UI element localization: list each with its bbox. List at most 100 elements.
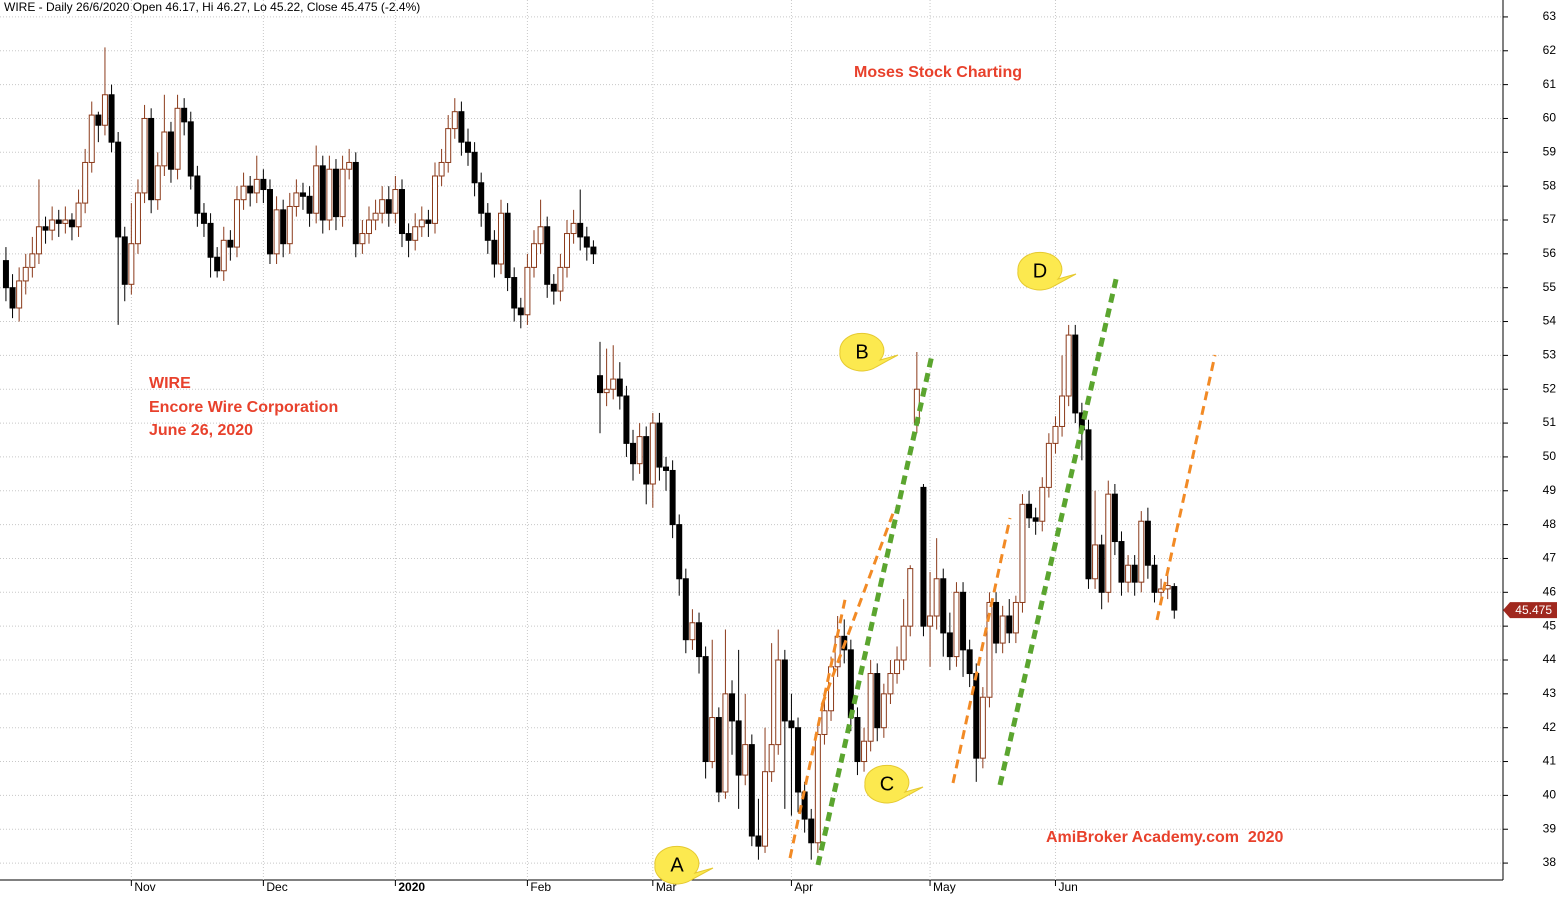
y-tick-label: 40 — [1543, 788, 1557, 802]
y-tick-label: 57 — [1543, 212, 1557, 226]
candle-body — [319, 165, 326, 221]
candle-body — [1065, 334, 1072, 397]
annotation: June 26, 2020 — [149, 422, 253, 439]
candle-body — [986, 601, 993, 698]
candle-body — [669, 469, 676, 526]
candle-body — [544, 226, 551, 285]
candle-body — [920, 486, 927, 627]
candle-body — [115, 141, 122, 238]
candle-body — [372, 212, 379, 221]
candle-body — [405, 233, 412, 241]
candle-body — [979, 696, 986, 759]
candle-body — [748, 744, 755, 837]
candle-body — [821, 710, 828, 735]
candle-body — [445, 128, 452, 163]
candle-body — [29, 253, 36, 268]
x-tick-label: Feb — [530, 880, 551, 894]
candle-body — [75, 202, 82, 228]
candle-body — [9, 287, 16, 309]
candle-body — [550, 283, 557, 292]
candle-body — [187, 121, 194, 177]
candle-body — [933, 578, 940, 617]
candle-body — [867, 673, 874, 742]
trend-line — [820, 507, 897, 706]
candle-body — [431, 175, 438, 224]
callout-label: C — [880, 773, 894, 795]
candle-body — [709, 717, 716, 763]
candle-body — [471, 151, 478, 184]
y-tick-label: 44 — [1543, 652, 1557, 666]
candle-body — [227, 239, 234, 248]
trend-line — [815, 354, 935, 866]
y-tick-label: 58 — [1543, 178, 1557, 192]
callout-label: A — [670, 854, 684, 876]
candle-body — [55, 219, 62, 224]
annotation: AmiBroker Academy.com 2020 — [1046, 829, 1284, 846]
candle-body — [729, 693, 736, 722]
candle-body — [451, 111, 458, 130]
candle-body — [491, 239, 498, 265]
candle-body — [1039, 486, 1046, 522]
y-tick-label: 60 — [1543, 111, 1557, 125]
candle-body — [398, 189, 405, 235]
candle-body — [656, 422, 663, 468]
candle-body — [141, 117, 148, 194]
y-tick-label: 55 — [1543, 280, 1557, 294]
candle-body — [1006, 615, 1013, 634]
candle-body — [1072, 334, 1079, 414]
candle-body — [1026, 503, 1033, 519]
candle-body — [280, 209, 287, 245]
candle-body — [498, 212, 504, 265]
candle-body — [907, 568, 914, 627]
candle-body — [696, 622, 703, 658]
candle-body — [161, 131, 168, 167]
candle-body — [1138, 520, 1145, 583]
candle-body — [1111, 493, 1118, 543]
candle-body — [993, 601, 1000, 644]
candle-body — [194, 175, 201, 214]
candle-body — [1032, 517, 1039, 522]
candle-body — [339, 168, 346, 218]
candle-body — [253, 178, 260, 194]
candle-body — [240, 185, 247, 201]
annotation: Encore Wire Corporation — [149, 399, 338, 416]
candle-body — [517, 307, 524, 316]
candle-body — [735, 720, 742, 776]
candle-body — [385, 199, 392, 214]
candle-body — [1052, 425, 1059, 444]
candle-body — [392, 189, 399, 214]
y-tick-label: 45 — [1543, 618, 1557, 632]
candle-body — [531, 243, 538, 268]
y-tick-label: 52 — [1543, 381, 1557, 395]
price-tag-label: 45.475 — [1515, 603, 1552, 617]
candle-body — [597, 375, 604, 394]
trend-line — [997, 274, 1120, 786]
candle-body — [583, 236, 590, 248]
candle-body — [524, 266, 531, 316]
candle-body — [273, 209, 280, 255]
candle-body — [88, 114, 95, 163]
candle-body — [313, 165, 320, 214]
y-tick-label: 43 — [1543, 686, 1557, 700]
candle-body — [286, 205, 293, 245]
candle-body — [616, 378, 623, 397]
candle-body — [966, 649, 973, 675]
candle-body — [266, 189, 273, 255]
y-tick-label: 48 — [1543, 517, 1557, 531]
grid — [0, 0, 1508, 886]
candle-body — [537, 226, 544, 245]
candle-body — [676, 524, 683, 580]
candle-body — [458, 111, 465, 143]
y-tick-label: 42 — [1543, 720, 1557, 734]
candle-body — [207, 222, 214, 258]
candle-body — [95, 114, 102, 126]
candle-body — [260, 178, 267, 191]
callouts — [654, 251, 1077, 885]
candle-body — [306, 195, 313, 214]
candle-body — [1105, 493, 1112, 593]
trend-line — [1155, 354, 1217, 621]
callout — [654, 845, 714, 885]
trend-line — [951, 517, 1012, 784]
y-tick-label: 41 — [1543, 754, 1557, 768]
